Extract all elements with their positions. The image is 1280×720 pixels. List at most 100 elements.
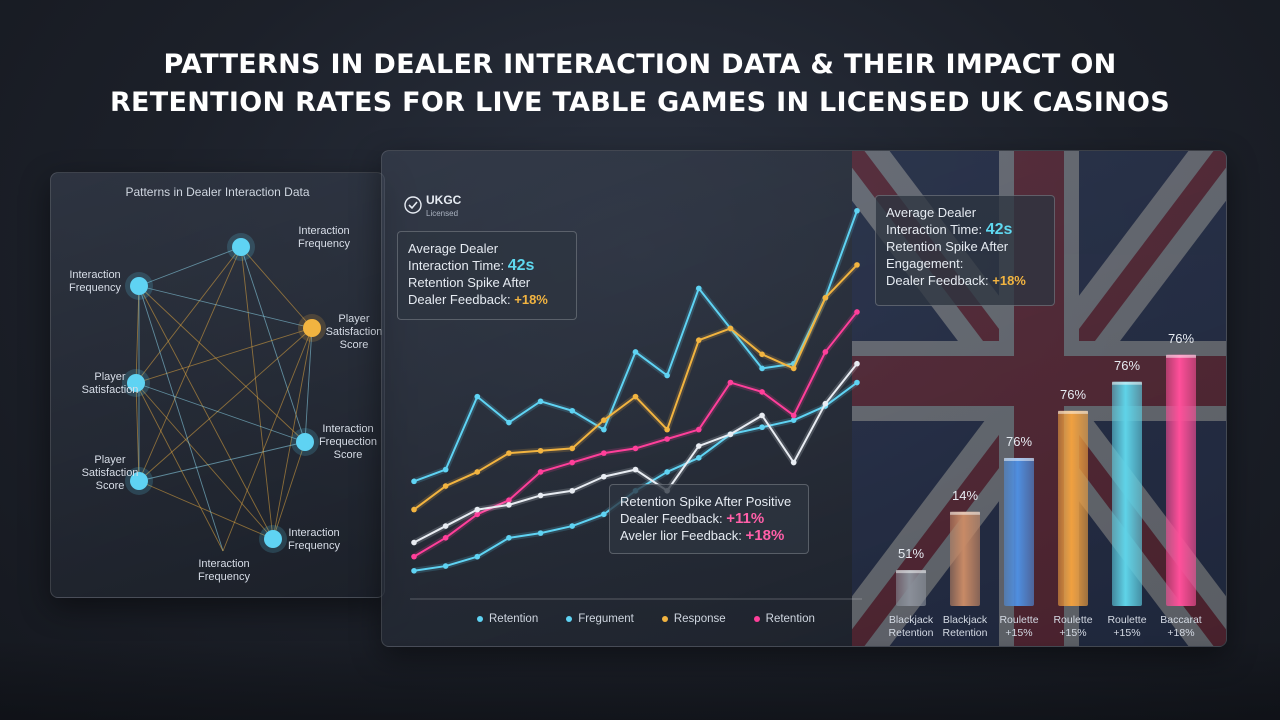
callout-value-spike: +18% (514, 292, 548, 307)
bar-category-label: Roulette +15% (1053, 614, 1093, 639)
bar-highlight (896, 570, 926, 574)
network-edge (138, 480, 274, 540)
title-line-1: PATTERNS IN DEALER INTERACTION DATA & TH… (163, 49, 1117, 80)
network-edge (138, 285, 274, 540)
network-graph (122, 233, 326, 553)
network-edge (222, 327, 313, 552)
title-line-2: RETENTION RATES FOR LIVE TABLE GAMES IN … (109, 87, 1171, 118)
line-point (569, 407, 576, 414)
line-point (474, 511, 481, 518)
network-edge (135, 246, 242, 384)
legend-item: Retention (477, 613, 538, 625)
line-point (695, 443, 702, 449)
line-point (442, 535, 449, 541)
line-point (506, 502, 512, 508)
line-point (854, 207, 860, 214)
line-point (727, 431, 734, 438)
network-edge (138, 246, 242, 287)
line-point (759, 365, 765, 372)
line-point (632, 466, 639, 473)
network-edge (138, 246, 242, 482)
badge-name: UKGC (426, 193, 462, 207)
line-point (759, 424, 765, 431)
line-point (727, 379, 734, 386)
bar-category-label: Baccarat +18% (1160, 614, 1202, 639)
line-point (506, 497, 512, 503)
bar (1166, 354, 1196, 606)
line-chart (410, 207, 862, 600)
network-edge (135, 285, 140, 384)
bar-highlight (1112, 381, 1142, 385)
line-point (569, 459, 576, 466)
line-point (632, 445, 639, 452)
network-node-label: Interaction Frequency (288, 527, 340, 552)
line-point (601, 511, 607, 518)
network-node (130, 472, 148, 490)
bar-value-label: 51% (897, 546, 925, 562)
network-title: Patterns in Dealer Interaction Data (125, 185, 310, 199)
line-point (854, 262, 860, 268)
network-edge (135, 382, 224, 552)
callout-positive-feedback: Retention Spike After Positive Dealer Fe… (609, 484, 809, 554)
line-point (474, 553, 481, 560)
bar-highlight (950, 511, 980, 515)
line-point (569, 445, 576, 452)
line-point (411, 567, 417, 574)
chart-legend: Retention Fregument Response Retention (477, 613, 815, 625)
line-point (537, 469, 544, 475)
legend-label: Fregument (578, 613, 634, 625)
bar-highlight (1058, 410, 1088, 414)
line-point (854, 360, 860, 367)
bar-category-label: Blackjack Retention (942, 614, 988, 639)
line-point (442, 563, 449, 569)
line-point (759, 389, 765, 395)
line-point (411, 478, 417, 485)
network-node (127, 374, 145, 392)
network-node-label: Player Satisfaction Score (81, 454, 139, 492)
line-point (474, 469, 481, 475)
line-point (664, 426, 670, 433)
network-node (296, 433, 314, 451)
legend-swatch (477, 616, 483, 622)
line-point (537, 447, 544, 454)
network-node-label: Interaction Frequency (298, 225, 350, 250)
bar-value-label: 76% (1113, 357, 1141, 373)
line-point (854, 379, 860, 386)
network-edge (135, 382, 306, 443)
line-point (790, 417, 797, 423)
callout-right-value-spike: +18% (992, 273, 1026, 288)
line-point (822, 349, 829, 355)
line-point (759, 351, 765, 358)
network-edge (138, 441, 306, 482)
legend-item: Retention (753, 613, 815, 625)
bar (1004, 457, 1034, 606)
line-point (601, 450, 607, 456)
line-point (442, 523, 449, 529)
network-edge (272, 441, 306, 540)
bar-highlight (1004, 457, 1034, 461)
line-point (537, 530, 544, 536)
network-edge (138, 285, 313, 329)
line-point (664, 372, 670, 379)
callout-mid-value-1: +11% (726, 510, 765, 527)
network-edge (138, 285, 224, 552)
badge-sub: Licensed (426, 209, 459, 218)
line-point (474, 393, 481, 400)
bar (896, 570, 926, 606)
bottom-shade (0, 640, 1280, 720)
bar-category-label: Roulette +15% (1107, 614, 1147, 639)
callout-engagement: Average Dealer Interaction Time: 42s Ret… (875, 195, 1055, 306)
bar (1058, 410, 1088, 606)
line-point (790, 412, 797, 419)
network-node-label: Interaction Frequency (198, 558, 250, 583)
legend-label: Response (673, 613, 726, 625)
network-edge (135, 382, 140, 482)
bar (950, 511, 980, 606)
network-edge (272, 327, 313, 540)
line-point (601, 426, 607, 433)
line-point (727, 325, 734, 332)
line-point (411, 553, 417, 560)
chart-panel: UKGC Licensed 51% Blackjack Retention 14% B… (381, 150, 1227, 647)
line-point (854, 309, 860, 315)
page-title: PATTERNS IN DEALER INTERACTION DATA & TH… (0, 46, 1280, 122)
